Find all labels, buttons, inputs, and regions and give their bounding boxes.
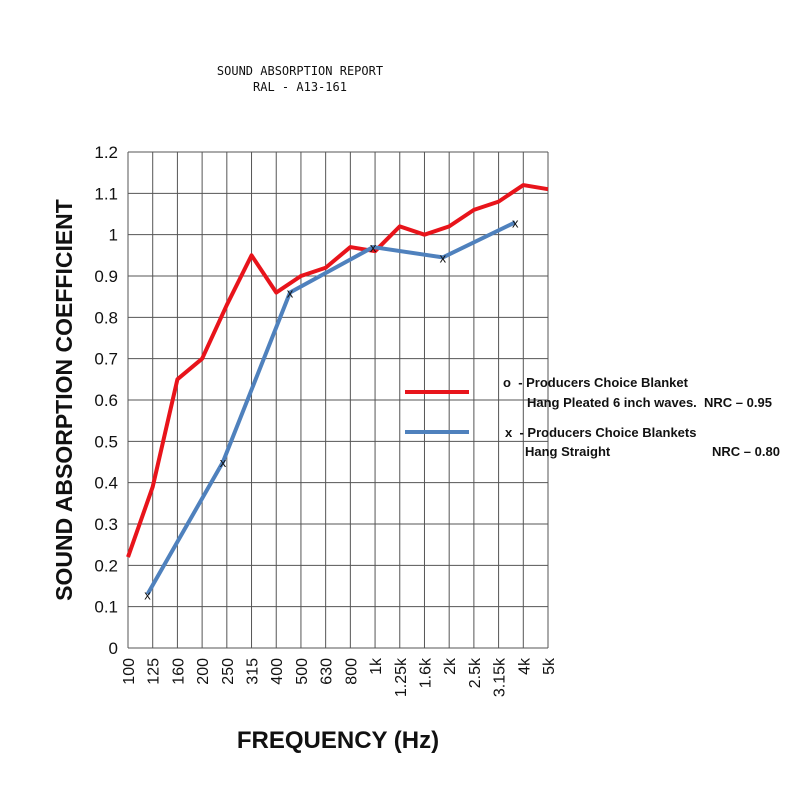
legend-blue-symbol: x <box>505 425 513 440</box>
y-tick-label: 0.3 <box>94 515 118 534</box>
x-tick-label: 200 <box>195 658 212 685</box>
data-point-blue-x: x <box>287 286 294 301</box>
x-tick-label: 1.25k <box>393 657 410 697</box>
legend-red-label: - Producers Choice Blanket <box>518 375 688 390</box>
legend-blue-line1: x - Producers Choice Blankets <box>505 425 696 440</box>
legend-red-symbol: o <box>503 375 511 390</box>
x-tick-label: 160 <box>170 658 187 685</box>
y-tick-label: 1.1 <box>94 184 118 203</box>
x-tick-label: 315 <box>245 658 262 685</box>
x-tick-label: 5k <box>541 657 558 675</box>
chart-subtitle: RAL - A13-161 <box>253 80 347 94</box>
y-tick-label: 0.1 <box>94 598 118 617</box>
chart-title: SOUND ABSORPTION REPORT <box>216 64 384 78</box>
legend-blue-label: - Producers Choice Blankets <box>519 425 697 440</box>
x-tick-label: 125 <box>146 658 163 685</box>
y-tick-label: 0.7 <box>94 350 118 369</box>
data-point-blue-x: x <box>370 240 377 255</box>
y-tick-label: 0.2 <box>94 556 118 575</box>
y-tick-label: 0.5 <box>94 432 118 451</box>
y-axis-title: SOUND ABSORPTION COEFFICIENT <box>51 199 77 601</box>
legend-blue-nrc: NRC – 0.80 <box>712 444 780 459</box>
y-tick-label: 1 <box>109 226 118 245</box>
x-tick-label: 1.6k <box>417 657 434 688</box>
data-point-blue-x: x <box>440 250 447 265</box>
y-tick-label: 1.2 <box>94 143 118 162</box>
series-line-blue <box>145 220 517 596</box>
x-tick-label: 2k <box>442 657 459 675</box>
data-point-blue-x: x <box>512 215 519 230</box>
y-tick-label: 0.8 <box>94 308 118 327</box>
legend-blue-line2: Hang Straight <box>525 444 611 459</box>
data-point-blue-x: x <box>220 455 227 470</box>
legend-red-line1: o - Producers Choice Blanket <box>503 375 688 390</box>
x-tick-label: 250 <box>220 658 237 685</box>
data-point-blue-x: x <box>144 587 151 602</box>
x-tick-label: 4k <box>516 657 533 675</box>
x-tick-label: 400 <box>269 658 286 685</box>
x-tick-label: 1k <box>368 657 385 675</box>
x-tick-label: 2.5k <box>467 657 484 688</box>
series-line-red <box>126 183 549 558</box>
y-tick-label: 0 <box>109 639 118 658</box>
x-tick-label: 100 <box>121 658 138 685</box>
x-tick-label: 3.15k <box>492 657 509 697</box>
x-tick-label: 630 <box>319 658 336 685</box>
x-tick-label: 800 <box>343 658 360 685</box>
legend-red-line2: Hang Pleated 6 inch waves. NRC – 0.95 <box>527 395 772 410</box>
x-tick-label: 500 <box>294 658 311 685</box>
x-axis-title: FREQUENCY (Hz) <box>237 727 439 754</box>
y-tick-label: 0.9 <box>94 267 118 286</box>
y-tick-label: 0.4 <box>94 474 118 493</box>
y-tick-label: 0.6 <box>94 391 118 410</box>
